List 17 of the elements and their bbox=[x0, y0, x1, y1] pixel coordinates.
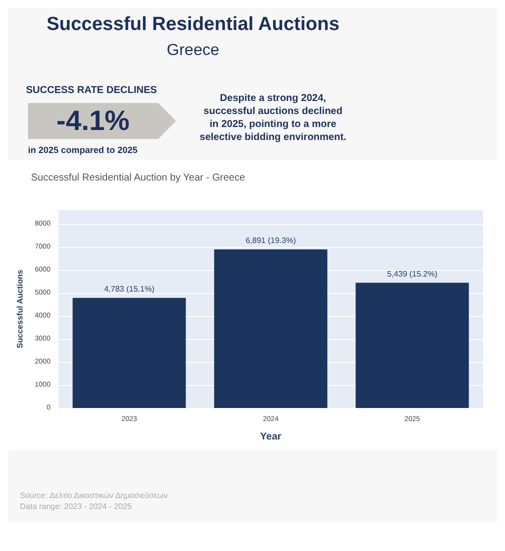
text: Data range: 2023 - 2024 - 2025 bbox=[20, 501, 133, 512]
x-axis-title: Year bbox=[260, 432, 282, 442]
bar bbox=[72, 298, 186, 408]
data-label: 6,891 (19.3%) bbox=[246, 236, 296, 245]
chart-subtitle: Greece bbox=[166, 42, 220, 60]
chart-title: Successful Residential Auctions bbox=[46, 13, 340, 36]
text: Despite a strong 2024, successful auctions declined in 2025, pointing to a more selective bidding environment. bbox=[198, 92, 348, 144]
text: Successful Residential Auction by Year - Greece bbox=[31, 172, 246, 184]
data-label: 5,439 (15.2%) bbox=[387, 269, 438, 278]
text: SUCCESS RATE DECLINES bbox=[26, 85, 157, 96]
bar bbox=[214, 249, 328, 408]
text: in 2025 compared to 2025 bbox=[28, 145, 138, 155]
text: -4.1% bbox=[55, 104, 131, 138]
source-note: Source: Δελτίο Δικαστικών Δημοσιεύσεων bbox=[20, 490, 169, 501]
data-label: 4,783 (15.1%) bbox=[104, 284, 155, 294]
bar bbox=[356, 282, 469, 408]
y-axis-title: Successful Auctions bbox=[16, 269, 24, 348]
